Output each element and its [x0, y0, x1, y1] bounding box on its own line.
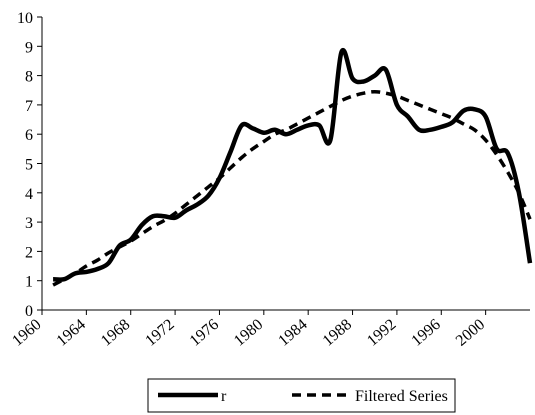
- y-tick-label: 5: [25, 157, 33, 174]
- x-tick-label: 1972: [142, 316, 177, 350]
- legend-label: r: [221, 388, 227, 405]
- x-tick-label: 1984: [275, 316, 310, 350]
- legend-label: Filtered Series: [355, 388, 448, 405]
- y-tick-label: 4: [25, 186, 33, 203]
- y-tick-label: 8: [25, 69, 33, 86]
- x-tick-label: 1964: [53, 316, 88, 350]
- y-tick-label: 10: [17, 10, 33, 27]
- line-series: [52, 47, 533, 282]
- y-tick-label: 3: [25, 215, 33, 232]
- x-tick-label: 1992: [364, 316, 399, 350]
- x-tick-label: 1960: [9, 316, 44, 350]
- x-tick-label: 1976: [187, 316, 222, 350]
- x-tick-label: 1980: [231, 316, 266, 350]
- y-tick-label: 1: [25, 274, 33, 291]
- x-tick-label: 2000: [453, 316, 488, 350]
- x-tick-label: 1988: [320, 316, 355, 350]
- y-tick-label: 0: [25, 303, 33, 320]
- x-tick-label: 1996: [408, 316, 443, 350]
- y-tick-label: 2: [25, 244, 33, 261]
- y-tick-label: 6: [25, 127, 33, 144]
- y-tick-label: 7: [25, 98, 33, 115]
- x-tick-label: 1968: [98, 316, 133, 350]
- y-tick-label: 9: [25, 39, 33, 56]
- line-series: [52, 89, 532, 287]
